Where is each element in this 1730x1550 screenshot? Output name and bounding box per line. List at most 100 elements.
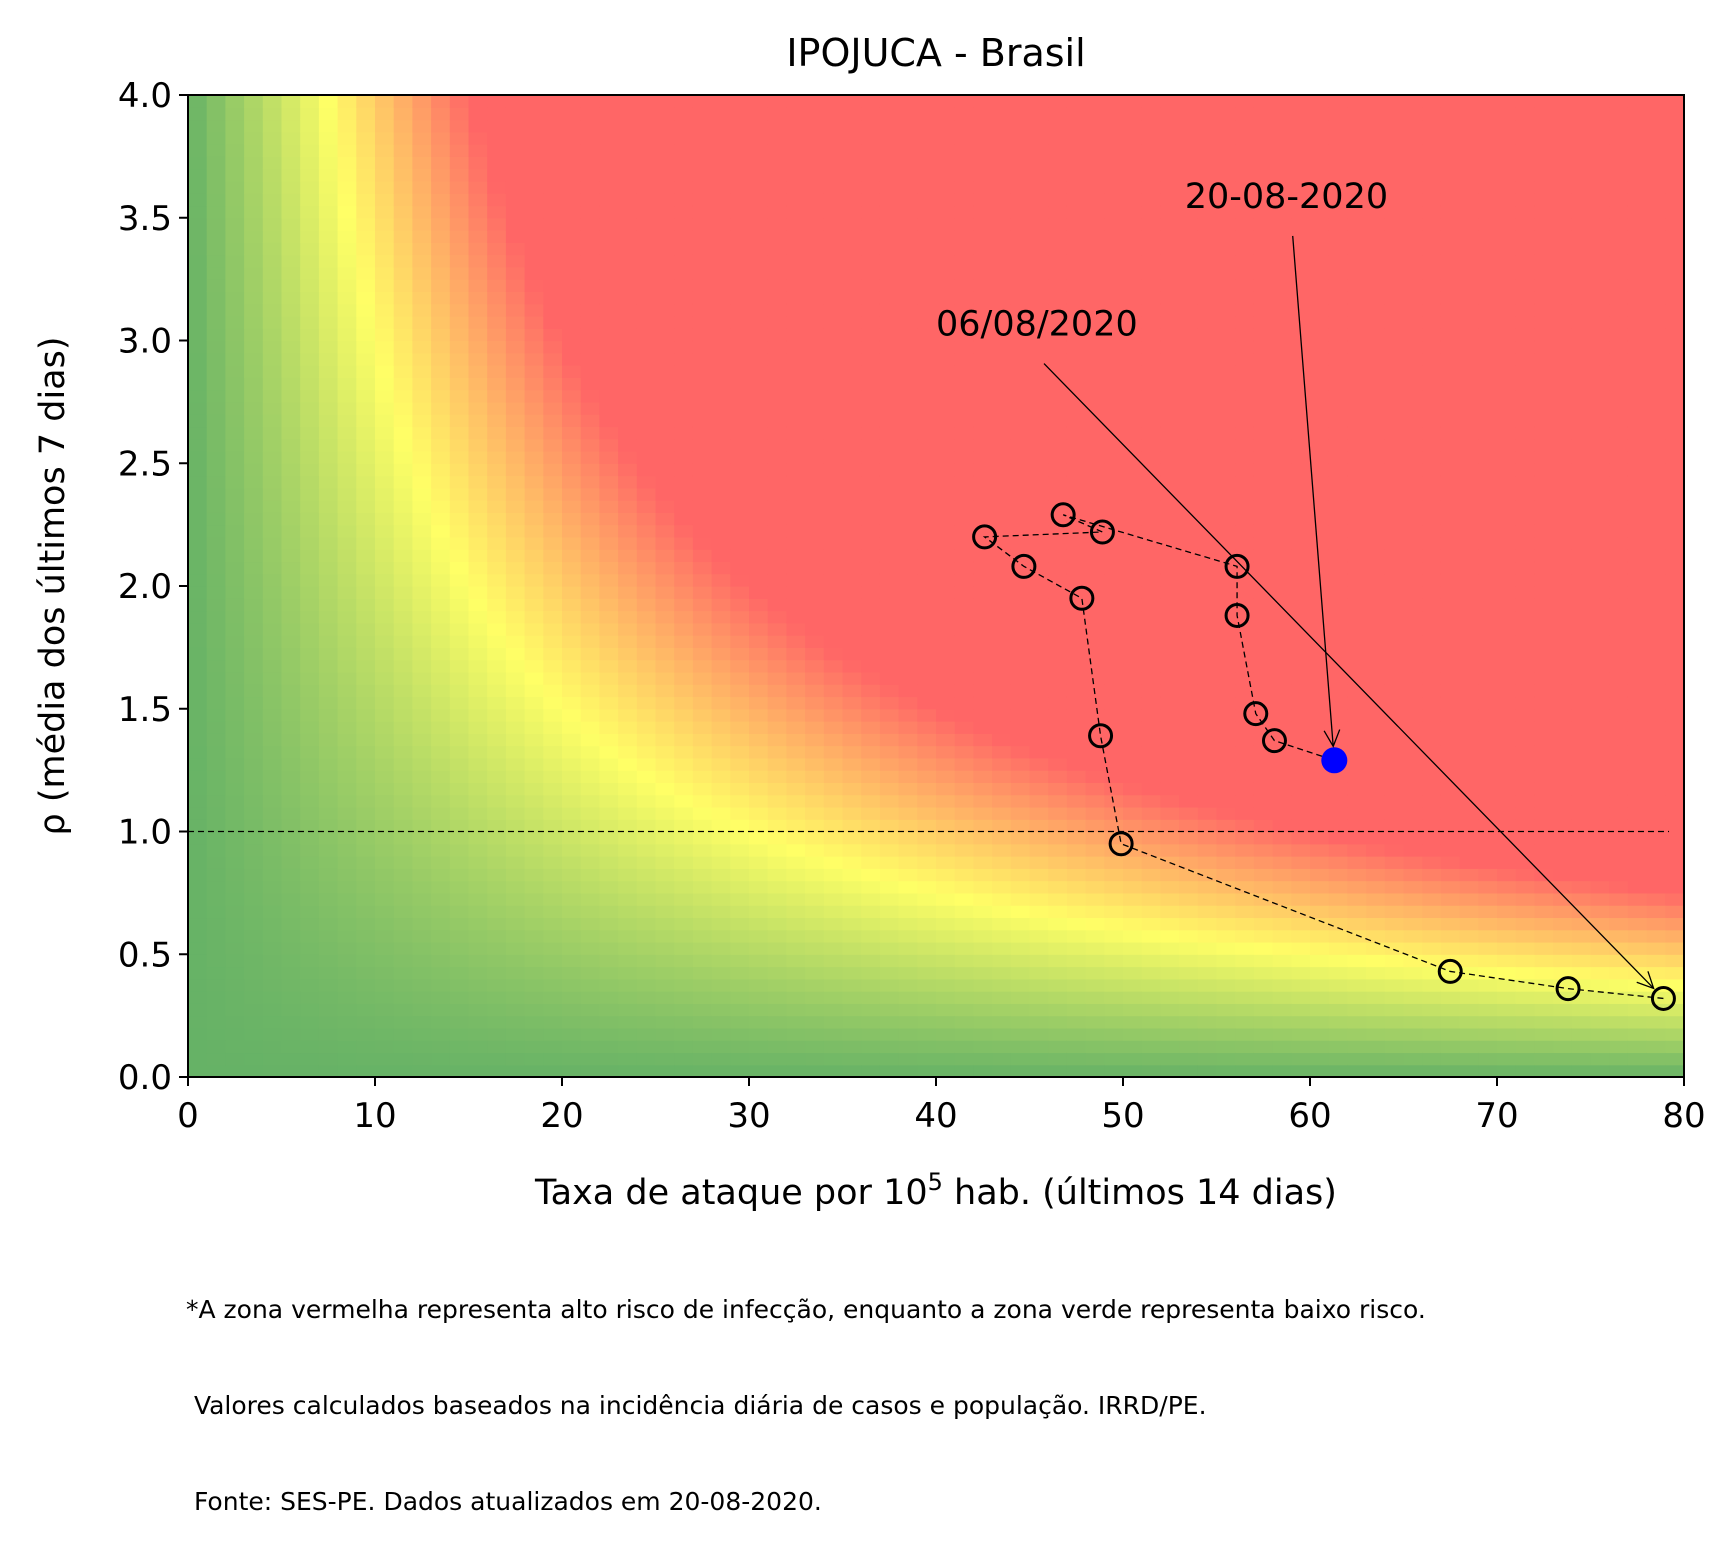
heatmap-cell (730, 880, 750, 894)
heatmap-cell (749, 1052, 769, 1066)
heatmap-cell (842, 708, 862, 722)
heatmap-cell (1010, 684, 1031, 698)
heatmap-cell (842, 291, 862, 305)
heatmap-cell (487, 696, 507, 710)
heatmap-cell (505, 770, 526, 783)
heatmap-cell (1066, 131, 1087, 145)
heatmap-cell (618, 549, 638, 563)
heatmap-cell (375, 561, 395, 575)
heatmap-cell (842, 978, 862, 992)
heatmap-cell (375, 1015, 395, 1029)
heatmap-cell (431, 414, 451, 428)
heatmap-cell (431, 536, 451, 550)
heatmap-cell (1029, 1040, 1049, 1054)
heatmap-cell (1253, 941, 1274, 955)
heatmap-cell (1235, 770, 1255, 783)
heatmap-cell (692, 831, 713, 845)
heatmap-cell (393, 340, 413, 354)
heatmap-cell (1048, 770, 1068, 783)
heatmap-cell (1272, 500, 1292, 513)
heatmap-cell (262, 377, 283, 391)
heatmap-cell (281, 205, 301, 219)
heatmap-cell (580, 144, 600, 157)
heatmap-cell (244, 131, 264, 145)
heatmap-cell (524, 1003, 544, 1017)
heatmap-cell (375, 401, 395, 415)
heatmap-cell (898, 512, 918, 526)
heatmap-cell (225, 463, 245, 477)
heatmap-cell (823, 978, 844, 992)
heatmap-cell (1141, 856, 1161, 869)
heatmap-cell (393, 168, 413, 182)
heatmap-cell (711, 843, 731, 857)
heatmap-cell (412, 180, 432, 194)
heatmap-cell (898, 450, 918, 464)
heatmap-cell (898, 426, 918, 440)
heatmap-cell (281, 365, 301, 378)
heatmap-cell (281, 303, 301, 317)
heatmap-cell (580, 426, 600, 440)
heatmap-cell (300, 266, 320, 280)
heatmap-cell (1179, 328, 1199, 342)
heatmap-cell (225, 782, 245, 796)
heatmap-cell (599, 966, 619, 980)
heatmap-cell (1328, 475, 1348, 489)
heatmap-cell (1291, 463, 1311, 477)
heatmap-cell (1010, 917, 1031, 931)
heatmap-cell (505, 1052, 526, 1066)
heatmap-cell (188, 107, 208, 121)
heatmap-cell (1085, 598, 1105, 612)
heatmap-cell (1310, 107, 1330, 121)
heatmap-cell (786, 303, 806, 317)
heatmap-cell (262, 180, 283, 194)
heatmap-cell (1291, 217, 1311, 231)
heatmap-cell (337, 193, 357, 207)
heatmap-cell (1291, 991, 1311, 1004)
heatmap-cell (936, 635, 956, 648)
heatmap-cell (936, 831, 956, 845)
heatmap-cell (1347, 991, 1367, 1004)
heatmap-cell (767, 721, 787, 734)
heatmap-cell (449, 414, 470, 428)
heatmap-cell (505, 586, 526, 599)
heatmap-cell (1291, 610, 1311, 624)
heatmap-cell (823, 782, 844, 796)
heatmap-cell (468, 1027, 488, 1041)
heatmap-cell (562, 745, 582, 759)
heatmap-cell (1235, 941, 1255, 955)
heatmap-cell (1141, 487, 1161, 501)
heatmap-cell (300, 512, 320, 526)
heatmap-cell (1104, 549, 1124, 563)
heatmap-cell (992, 708, 1012, 722)
heatmap-cell (1347, 757, 1367, 771)
heatmap-cell (300, 966, 320, 980)
heatmap-cell (1272, 144, 1292, 157)
heatmap-cell (636, 573, 657, 587)
heatmap-cell (412, 549, 432, 563)
heatmap-cell (375, 242, 395, 256)
heatmap-cell (318, 193, 339, 207)
heatmap-cell (618, 205, 638, 219)
heatmap-cell (1085, 315, 1105, 329)
heatmap-cell (1197, 954, 1218, 968)
heatmap-cell (431, 831, 451, 845)
heatmap-cell (861, 389, 881, 403)
heatmap-cell (749, 475, 769, 489)
heatmap-cell (431, 966, 451, 980)
heatmap-cell (674, 819, 694, 833)
heatmap-cell (1291, 684, 1311, 698)
heatmap-cell (1029, 536, 1049, 550)
heatmap-cell (300, 217, 320, 231)
heatmap-cell (244, 1003, 264, 1017)
heatmap-cell (1272, 905, 1292, 919)
heatmap-cell (879, 684, 900, 698)
heatmap-cell (898, 193, 918, 207)
heatmap-cell (244, 856, 264, 869)
heatmap-cell (879, 524, 900, 538)
heatmap-cell (1197, 315, 1218, 329)
heatmap-cell (823, 119, 844, 133)
heatmap-cell (1310, 659, 1330, 673)
heatmap-cell (1160, 242, 1180, 256)
heatmap-cell (730, 144, 750, 157)
heatmap-cell (244, 831, 264, 845)
